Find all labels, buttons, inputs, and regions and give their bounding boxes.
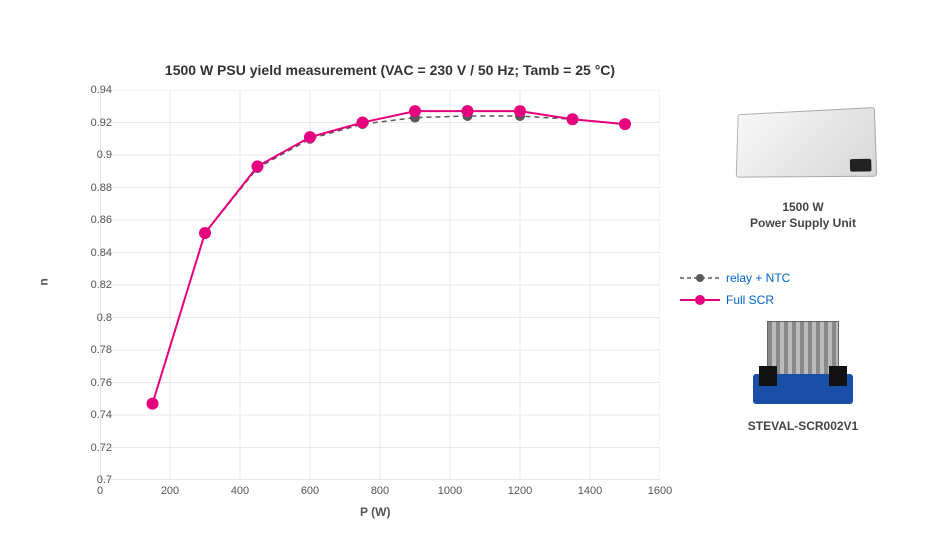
- page: 1500 W PSU yield measurement (VAC = 230 …: [0, 0, 926, 547]
- x-tick-label: 800: [360, 485, 400, 497]
- x-tick-label: 1000: [430, 485, 470, 497]
- psu-image: [728, 110, 878, 190]
- scr-label: STEVAL-SCR002V1: [680, 419, 926, 435]
- y-tick-label: 0.84: [72, 247, 112, 259]
- y-tick-label: 0.72: [72, 442, 112, 454]
- x-tick-label: 200: [150, 485, 190, 497]
- legend-swatch: [680, 292, 720, 308]
- legend-label: relay + NTC: [726, 271, 790, 285]
- chart-legend: relay + NTC Full SCR: [680, 270, 790, 314]
- psu-label: 1500 W Power Supply Unit: [680, 200, 926, 231]
- y-tick-label: 0.82: [72, 279, 112, 291]
- y-tick-label: 0.86: [72, 214, 112, 226]
- side-panel: 1500 W Power Supply Unit relay + NTC Ful…: [680, 0, 926, 547]
- y-axis-label: n: [37, 278, 51, 285]
- y-tick-label: 0.94: [72, 84, 112, 96]
- legend-swatch: [680, 270, 720, 286]
- y-tick-label: 0.76: [72, 377, 112, 389]
- y-tick-label: 0.88: [72, 182, 112, 194]
- legend-item: Full SCR: [680, 292, 790, 308]
- x-tick-label: 1200: [500, 485, 540, 497]
- scr-image: [748, 321, 858, 411]
- chart-title: 1500 W PSU yield measurement (VAC = 230 …: [130, 62, 650, 78]
- x-tick-label: 1400: [570, 485, 610, 497]
- y-tick-label: 0.8: [72, 312, 112, 324]
- product-psu: 1500 W Power Supply Unit: [680, 110, 926, 231]
- x-tick-label: 400: [220, 485, 260, 497]
- x-tick-label: 0: [80, 485, 120, 497]
- x-tick-label: 1600: [640, 485, 680, 497]
- psu-label-line1: 1500 W: [782, 200, 823, 214]
- chart-plot: [100, 90, 660, 480]
- y-tick-label: 0.74: [72, 409, 112, 421]
- product-scr: STEVAL-SCR002V1: [680, 321, 926, 435]
- chart-region: 1500 W PSU yield measurement (VAC = 230 …: [0, 0, 680, 547]
- legend-item: relay + NTC: [680, 270, 790, 286]
- y-tick-label: 0.9: [72, 149, 112, 161]
- y-tick-label: 0.92: [72, 117, 112, 129]
- y-tick-label: 0.78: [72, 344, 112, 356]
- scr-label-line1: STEVAL-SCR002V1: [748, 419, 858, 433]
- legend-label: Full SCR: [726, 293, 774, 307]
- psu-label-line2: Power Supply Unit: [750, 216, 856, 230]
- x-tick-label: 600: [290, 485, 330, 497]
- x-axis-label: P (W): [360, 505, 390, 519]
